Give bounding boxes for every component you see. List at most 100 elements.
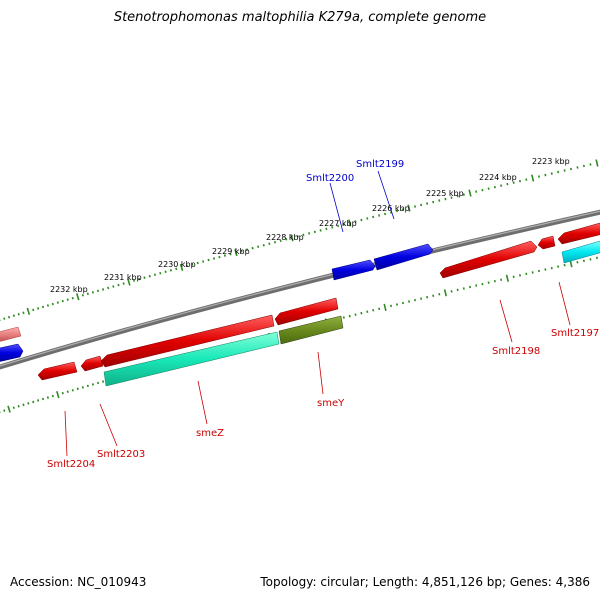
leader-smeY	[317, 351, 324, 395]
minor-tick	[81, 293, 84, 297]
gene-smeZ[interactable]	[103, 331, 280, 387]
minor-tick	[37, 307, 40, 310]
label-smlt2204[interactable]: Smlt2204	[47, 459, 95, 470]
minor-tick	[438, 199, 441, 202]
minor-tick	[61, 299, 64, 303]
minor-tick	[71, 388, 74, 392]
minor-tick	[331, 226, 334, 229]
minor-tick	[360, 218, 363, 222]
gene-cyan-right[interactable]	[561, 240, 600, 264]
minor-tick	[378, 307, 381, 311]
label-smlt2197[interactable]: Smlt2197	[551, 328, 599, 339]
minor-tick	[12, 314, 15, 318]
minor-tick	[432, 294, 435, 297]
gene-smeY[interactable]	[278, 315, 344, 345]
minor-tick	[273, 240, 277, 244]
major-tick	[569, 260, 573, 268]
major-tick	[76, 293, 80, 301]
tick-label-2224: 2224 kbp	[479, 173, 517, 182]
label-smlt2203[interactable]: Smlt2203	[97, 449, 145, 460]
minor-tick	[378, 214, 381, 217]
minor-tick	[268, 242, 271, 245]
minor-tick	[475, 284, 478, 287]
major-tick	[290, 234, 294, 242]
leader-smlt2203	[99, 403, 118, 447]
minor-tick	[86, 384, 89, 388]
gene-red-far-right[interactable]	[557, 222, 600, 245]
minor-tick	[319, 229, 322, 232]
minor-tick	[487, 281, 490, 284]
genome-backbone	[0, 209, 600, 370]
gene-smeZ-outer[interactable]	[100, 314, 275, 368]
gene-smlt2203[interactable]	[80, 355, 104, 372]
minor-tick	[506, 182, 509, 186]
gene-smlt2204[interactable]	[37, 361, 78, 381]
leader-smlt2197	[558, 281, 571, 326]
minor-tick	[229, 252, 232, 256]
minor-tick	[372, 309, 375, 312]
minor-tick	[112, 285, 115, 288]
minor-tick	[202, 260, 205, 263]
minor-tick	[76, 387, 79, 391]
minor-tick	[96, 381, 100, 385]
gene-smeY-outer[interactable]	[274, 297, 339, 326]
tick-label-2227: 2227 kbp	[319, 219, 357, 228]
leader-smeZ	[197, 380, 208, 425]
gene-smlt2199[interactable]	[373, 243, 434, 271]
minor-tick	[196, 261, 199, 265]
minor-tick	[487, 187, 490, 190]
minor-tick	[91, 383, 94, 386]
minor-tick	[348, 314, 351, 318]
minor-tick	[544, 173, 547, 177]
minor-tick	[51, 394, 54, 398]
tick-label-2228: 2228 kbp	[266, 233, 304, 242]
minor-tick	[342, 223, 345, 226]
minor-tick	[164, 270, 167, 274]
minor-tick	[138, 277, 141, 281]
minor-tick	[102, 288, 105, 291]
minor-tick	[159, 271, 162, 275]
minor-tick	[96, 289, 100, 293]
gene-pink-left[interactable]	[0, 326, 22, 342]
major-tick	[56, 391, 60, 399]
gene-red-small-right[interactable]	[537, 235, 556, 250]
tick-label-2225: 2225 kbp	[426, 189, 464, 198]
label-smlt2198[interactable]: Smlt2198	[492, 346, 540, 357]
minor-tick	[143, 276, 146, 279]
minor-tick	[426, 202, 429, 205]
minor-tick	[71, 296, 74, 300]
minor-tick	[102, 380, 105, 383]
major-tick	[407, 204, 411, 212]
label-smeZ[interactable]: smeZ	[196, 428, 224, 439]
gene-smlt2200[interactable]	[331, 259, 376, 281]
label-smlt2200[interactable]: Smlt2200	[306, 173, 354, 184]
minor-tick	[22, 311, 25, 315]
gene-blue-left[interactable]	[0, 343, 24, 362]
minor-tick	[426, 295, 429, 299]
minor-tick	[493, 185, 496, 189]
minor-tick	[468, 285, 472, 289]
minor-tick	[432, 200, 435, 204]
major-tick	[127, 278, 131, 286]
minor-tick	[336, 224, 340, 228]
label-smeY[interactable]: smeY	[317, 398, 345, 409]
gene-smlt2198[interactable]	[439, 240, 538, 279]
minor-tick	[456, 288, 459, 292]
minor-tick	[395, 303, 399, 306]
major-tick	[531, 174, 535, 182]
major-tick	[26, 307, 31, 315]
leader-smlt2204	[64, 410, 68, 457]
major-tick	[595, 159, 599, 167]
accession-text: Accession: NC_010943	[10, 575, 147, 589]
label-smlt2199[interactable]: Smlt2199	[356, 159, 404, 170]
minor-tick	[169, 269, 172, 272]
minor-tick	[132, 279, 136, 282]
minor-tick	[325, 227, 328, 231]
minor-tick	[354, 313, 357, 316]
minor-tick	[456, 194, 459, 198]
minor-tick	[413, 205, 417, 208]
minor-tick	[148, 274, 151, 278]
major-tick	[348, 219, 352, 227]
minor-tick	[420, 297, 423, 300]
